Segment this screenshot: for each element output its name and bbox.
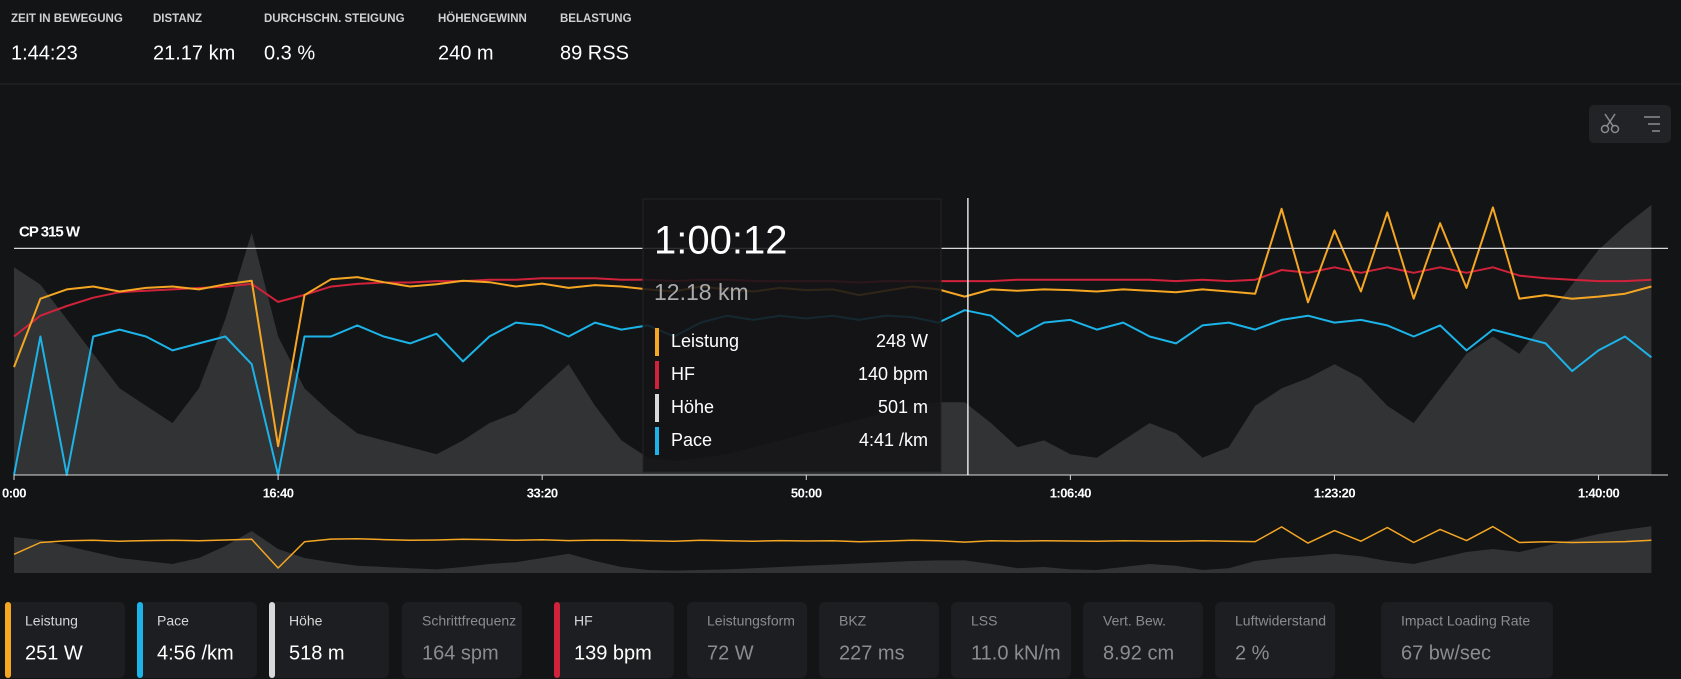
tooltip-value: 501 m xyxy=(878,397,928,417)
card-value: 518 m xyxy=(289,642,345,664)
card-bg xyxy=(554,602,674,678)
stat-value: 240 m xyxy=(438,42,494,64)
metric-card[interactable]: Schrittfrequenz 164 spm xyxy=(402,602,522,678)
metric-card[interactable]: Impact Loading Rate 67 bw/sec xyxy=(1381,602,1553,678)
metric-card[interactable]: HF 139 bpm xyxy=(554,602,674,678)
card-value: 72 W xyxy=(707,642,754,664)
stat-label: ZEIT IN BEWEGUNG xyxy=(11,13,123,25)
tooltip-value: 248 W xyxy=(876,331,928,351)
toolbar-bg xyxy=(1589,105,1671,143)
metric-card[interactable]: Pace 4:56 /km xyxy=(137,602,257,678)
x-tick-label: 16:40 xyxy=(263,485,294,500)
card-label: Impact Loading Rate xyxy=(1401,613,1530,629)
card-label: Luftwiderstand xyxy=(1235,613,1326,629)
x-tick-label: 1:40:00 xyxy=(1578,485,1620,500)
tooltip-swatch xyxy=(655,328,659,356)
stat-label: DURCHSCHN. STEIGUNG xyxy=(264,13,405,25)
card-label: Höhe xyxy=(289,613,323,629)
card-bg xyxy=(1215,602,1335,678)
card-label: Leistungsform xyxy=(707,613,795,629)
main-chart: CP 315 W 0:00 16:40 33:20 50:00 1:06:40 1:23:2… xyxy=(2,198,1668,500)
stat-value: 21.17 km xyxy=(153,42,235,64)
metric-card[interactable]: Höhe 518 m xyxy=(269,602,389,678)
card-value: 227 ms xyxy=(839,642,905,664)
tooltip-value: 140 bpm xyxy=(858,364,928,384)
tooltip-label: Höhe xyxy=(671,397,714,417)
stat-value: 1:44:23 xyxy=(11,42,78,64)
mini-elevation-area xyxy=(14,526,1652,573)
card-value: 11.0 kN/m xyxy=(971,642,1061,664)
tooltip-label: Pace xyxy=(671,430,712,450)
metric-card[interactable]: Leistung 251 W xyxy=(5,602,125,678)
card-color-bar xyxy=(5,602,11,678)
stat-label: HÖHENGEWINN xyxy=(438,12,527,25)
menu-button[interactable] xyxy=(1644,116,1660,132)
metric-card[interactable]: BKZ 227 ms xyxy=(819,602,939,678)
card-bg xyxy=(951,602,1071,678)
card-label: BKZ xyxy=(839,613,867,629)
tooltip-swatch xyxy=(655,394,659,422)
card-value: 4:56 /km xyxy=(157,642,234,664)
card-bg xyxy=(402,602,522,678)
stat-label: DISTANZ xyxy=(153,13,202,25)
card-bg xyxy=(819,602,939,678)
reference-label: CP 315 W xyxy=(19,223,81,240)
metric-card[interactable]: Leistungsform 72 W xyxy=(687,602,807,678)
cut-button[interactable] xyxy=(1600,113,1620,134)
card-bg xyxy=(137,602,257,678)
card-bg xyxy=(1083,602,1203,678)
card-value: 251 W xyxy=(25,642,83,664)
overview-chart xyxy=(13,525,1652,573)
card-bg xyxy=(269,602,389,678)
stat-value: 89 RSS xyxy=(560,42,629,64)
stat-value: 0.3 % xyxy=(264,42,315,64)
card-value: 67 bw/sec xyxy=(1401,642,1491,664)
stat-label: BELASTUNG xyxy=(560,13,632,25)
x-tick-label: 1:23:20 xyxy=(1314,485,1356,500)
card-bg xyxy=(687,602,807,678)
card-label: LSS xyxy=(971,613,997,629)
card-label: Schrittfrequenz xyxy=(422,613,516,629)
tooltip-swatch xyxy=(655,427,659,455)
card-color-bar xyxy=(554,602,560,678)
card-value: 139 bpm xyxy=(574,642,652,664)
tooltip-label: Leistung xyxy=(671,331,739,351)
card-value: 2 % xyxy=(1235,642,1270,664)
card-color-bar xyxy=(137,602,143,678)
elevation-area xyxy=(14,204,1652,475)
metric-card[interactable]: Vert. Bew. 8.92 cm xyxy=(1083,602,1203,678)
card-bg xyxy=(5,602,125,678)
x-tick-label: 1:06:40 xyxy=(1050,485,1092,500)
card-color-bar xyxy=(269,602,275,678)
card-label: Pace xyxy=(157,613,189,629)
x-tick-label: 50:00 xyxy=(791,485,822,500)
metric-card[interactable]: Luftwiderstand 2 % xyxy=(1215,602,1335,678)
x-tick-label: 33:20 xyxy=(527,485,558,500)
card-bg xyxy=(1381,602,1553,678)
tooltip-value: 4:41 /km xyxy=(859,430,928,450)
card-value: 164 spm xyxy=(422,642,499,664)
toolbar xyxy=(1589,105,1671,143)
tooltip-distance: 12.18 km xyxy=(654,279,749,305)
mini-series-line xyxy=(13,525,1652,569)
card-label: Vert. Bew. xyxy=(1103,613,1166,629)
card-label: HF xyxy=(574,613,593,629)
tooltip-time: 1:00:12 xyxy=(654,219,787,263)
tooltip-box xyxy=(642,198,942,473)
metric-card[interactable]: LSS 11.0 kN/m xyxy=(951,602,1071,678)
card-value: 8.92 cm xyxy=(1103,642,1174,664)
x-tick-label: 0:00 xyxy=(2,485,26,500)
tooltip-label: HF xyxy=(671,364,695,384)
tooltip-swatch xyxy=(655,361,659,389)
card-label: Leistung xyxy=(25,613,78,629)
